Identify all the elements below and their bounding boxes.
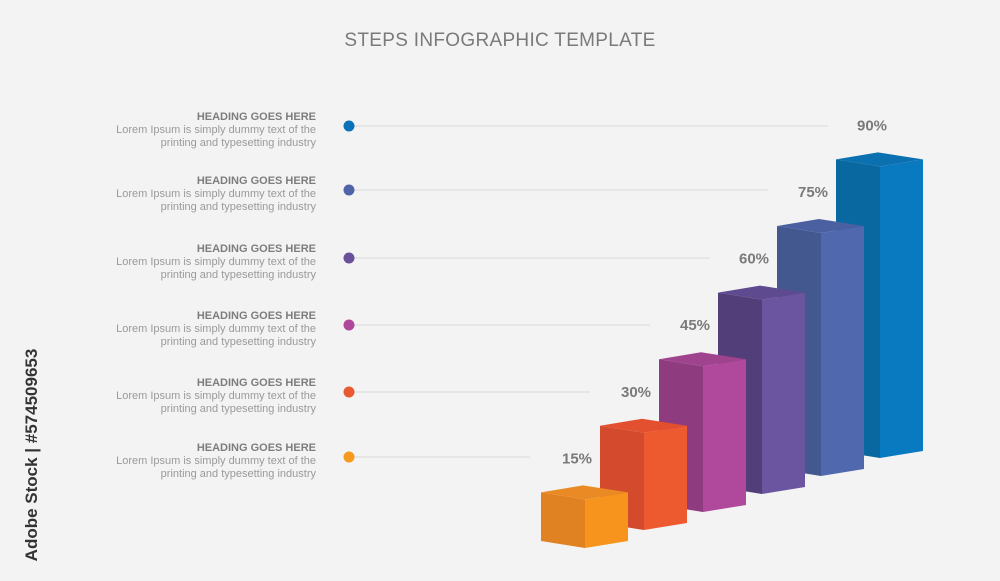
bar-right-face bbox=[821, 226, 864, 476]
step-dot bbox=[343, 386, 355, 398]
bar-top-face bbox=[659, 352, 746, 367]
step-heading: HEADING GOES HERE bbox=[196, 111, 316, 123]
step-heading: HEADING GOES HERE bbox=[196, 442, 316, 454]
step-heading: HEADING GOES HERE bbox=[196, 175, 316, 187]
step-text-6: HEADING GOES HERE Lorem Ipsum is simply d… bbox=[100, 441, 316, 481]
bar-right-face bbox=[703, 359, 746, 512]
step-description: Lorem Ipsum is simply dummy text of the bbox=[116, 390, 316, 402]
step-description: printing and typesetting industry bbox=[160, 137, 316, 149]
step-description: printing and typesetting industry bbox=[160, 403, 316, 415]
bar-value-label: 60% bbox=[739, 251, 769, 268]
step-text-5: HEADING GOES HERE Lorem Ipsum is simply d… bbox=[100, 376, 316, 416]
bar-right-face bbox=[585, 492, 628, 548]
bar-right-face bbox=[644, 425, 687, 530]
step-description: Lorem Ipsum is simply dummy text of the bbox=[116, 188, 316, 200]
step-heading: HEADING GOES HERE bbox=[196, 243, 316, 255]
step-description: printing and typesetting industry bbox=[160, 269, 316, 281]
bar-top-face bbox=[718, 285, 805, 300]
step-text-3: HEADING GOES HERE Lorem Ipsum is simply d… bbox=[100, 242, 316, 282]
step-dot bbox=[343, 120, 355, 132]
step-description: Lorem Ipsum is simply dummy text of the bbox=[116, 455, 316, 467]
step-text-1: HEADING GOES HERE Lorem Ipsum is simply d… bbox=[100, 110, 316, 150]
page-title: STEPS INFOGRAPHIC TEMPLATE bbox=[344, 30, 656, 51]
step-dot bbox=[343, 252, 355, 264]
bar-left-face bbox=[541, 492, 585, 548]
bar-value-label: 45% bbox=[680, 317, 710, 334]
step-text-4: HEADING GOES HERE Lorem Ipsum is simply d… bbox=[100, 309, 316, 349]
bar-right-face bbox=[762, 292, 805, 494]
step-description: printing and typesetting industry bbox=[160, 468, 316, 480]
bar-right-face bbox=[880, 159, 923, 458]
step-description: Lorem Ipsum is simply dummy text of the bbox=[116, 256, 316, 268]
bar-top-face bbox=[541, 485, 628, 500]
bar-top-face bbox=[777, 219, 864, 233]
bar-value-label: 75% bbox=[798, 184, 828, 201]
step-heading: HEADING GOES HERE bbox=[196, 377, 316, 389]
step-description: Lorem Ipsum is simply dummy text of the bbox=[116, 124, 316, 136]
step-heading: HEADING GOES HERE bbox=[196, 310, 316, 322]
step-description: Lorem Ipsum is simply dummy text of the bbox=[116, 323, 316, 335]
step-dot bbox=[343, 184, 355, 196]
step-dot bbox=[343, 319, 355, 331]
step-text-2: HEADING GOES HERE Lorem Ipsum is simply d… bbox=[100, 174, 316, 214]
step-description: printing and typesetting industry bbox=[160, 201, 316, 213]
step-dot bbox=[343, 451, 355, 463]
bar-top-face bbox=[836, 152, 923, 167]
bar-top-face bbox=[600, 418, 687, 433]
step-description: printing and typesetting industry bbox=[160, 336, 316, 348]
bar-1 bbox=[541, 485, 628, 548]
bar-value-label: 15% bbox=[562, 450, 592, 467]
bar-value-label: 90% bbox=[857, 117, 887, 134]
bar-value-label: 30% bbox=[621, 384, 651, 401]
